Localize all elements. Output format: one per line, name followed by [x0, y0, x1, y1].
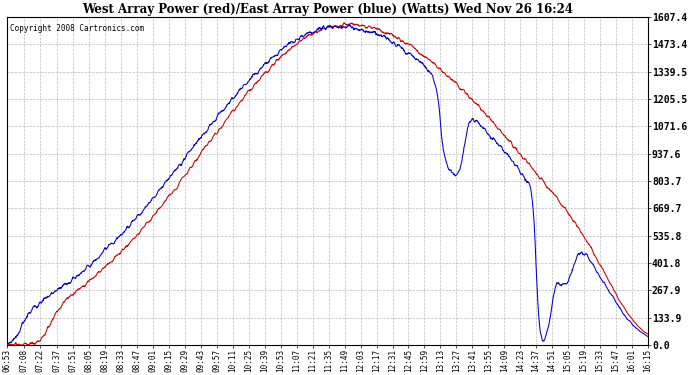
- Text: Copyright 2008 Cartronics.com: Copyright 2008 Cartronics.com: [10, 24, 145, 33]
- Title: West Array Power (red)/East Array Power (blue) (Watts) Wed Nov 26 16:24: West Array Power (red)/East Array Power …: [82, 3, 573, 16]
